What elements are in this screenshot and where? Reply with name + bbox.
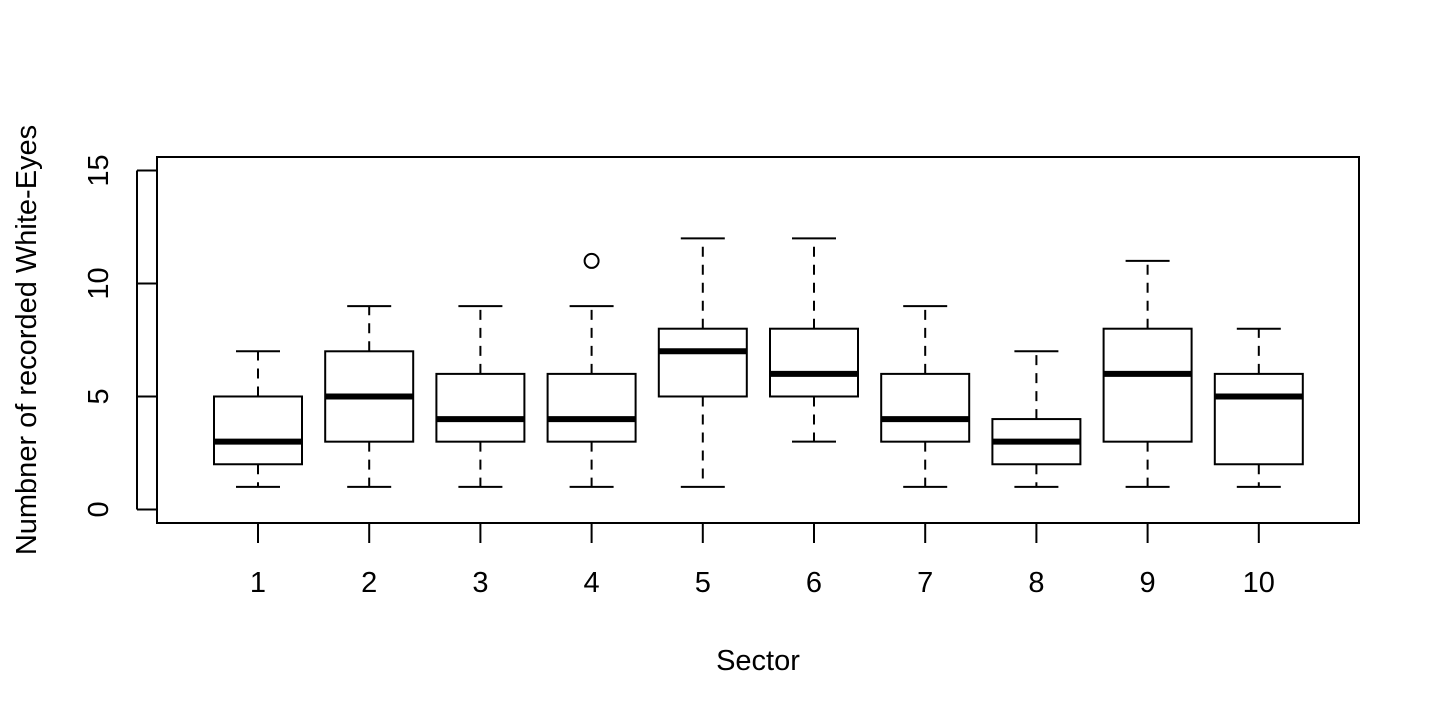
box-sector-9 (1102, 259, 1193, 488)
y-tick-label-0: 0 (83, 501, 115, 517)
x-tick-label-6: 6 (806, 567, 822, 599)
x-axis-label: Sector (716, 645, 800, 677)
x-tick-label-2: 2 (361, 567, 377, 599)
iqr-box (435, 372, 526, 443)
iqr-box (657, 327, 748, 398)
iqr-box (880, 372, 971, 443)
box-sector-3 (435, 305, 526, 488)
box-sector-4 (546, 252, 637, 488)
x-tick-label-3: 3 (472, 567, 488, 599)
box-sector-8 (991, 350, 1082, 488)
x-axis: 1 2 3 4 5 6 7 8 9 10 (250, 523, 1275, 599)
iqr-box (546, 372, 637, 443)
box-sector-1 (213, 350, 303, 488)
x-tick-label-4: 4 (584, 567, 600, 599)
x-tick-label-8: 8 (1028, 567, 1044, 599)
x-tick-label-9: 9 (1140, 567, 1156, 599)
x-tick-label-7: 7 (917, 567, 933, 599)
box-sector-6 (769, 237, 859, 443)
box-sector-7 (880, 305, 971, 488)
y-tick-label-10: 10 (83, 267, 115, 299)
iqr-box (1102, 327, 1193, 443)
y-axis-label: Numbner of recorded White-Eyes (11, 125, 43, 555)
x-tick-label-10: 10 (1243, 567, 1275, 599)
y-tick-label-15: 15 (83, 154, 115, 186)
outlier-point (583, 252, 600, 269)
x-tick-label-1: 1 (250, 567, 266, 599)
box-sector-5 (657, 237, 748, 488)
plot-frame (156, 156, 1360, 524)
boxes-group (213, 237, 1304, 488)
y-axis: 0 5 10 15 (83, 154, 157, 518)
box-sector-10 (1213, 327, 1304, 488)
iqr-box (213, 395, 303, 466)
iqr-box (1213, 372, 1304, 466)
x-tick-label-5: 5 (695, 567, 711, 599)
iqr-box (769, 327, 859, 398)
box-sector-2 (324, 305, 415, 488)
y-tick-label-5: 5 (83, 388, 115, 404)
